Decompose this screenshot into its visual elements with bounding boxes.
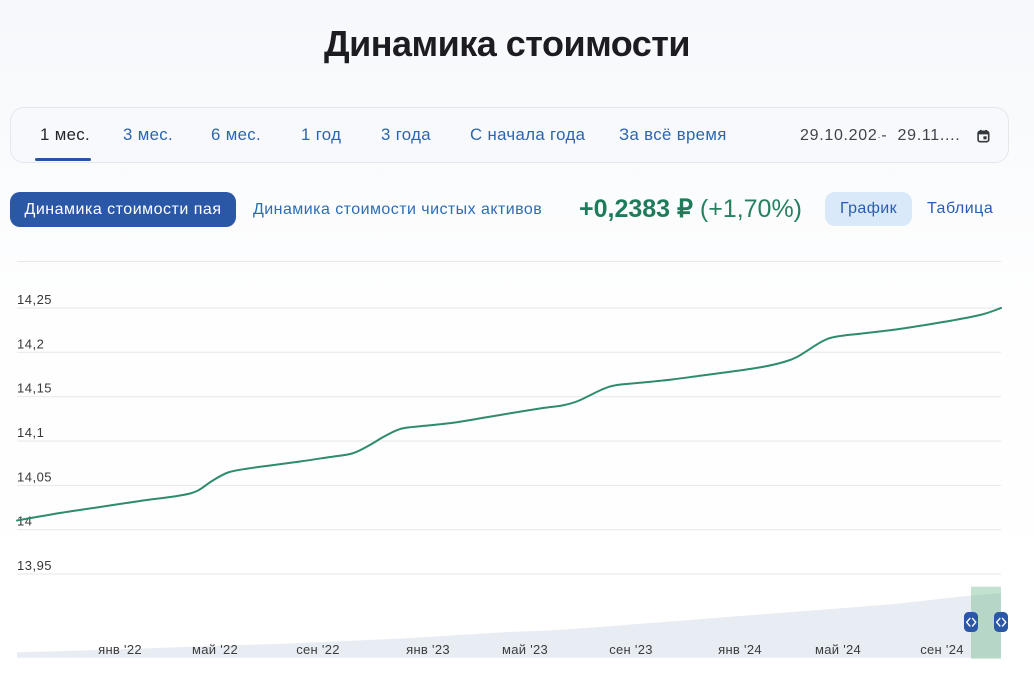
svg-text:сен '23: сен '23 <box>609 642 653 657</box>
svg-text:сен '24: сен '24 <box>920 642 964 657</box>
svg-text:14,05: 14,05 <box>17 469 52 484</box>
svg-text:14: 14 <box>17 514 32 529</box>
svg-text:13,95: 13,95 <box>17 558 52 573</box>
svg-text:май '24: май '24 <box>815 642 861 657</box>
svg-text:янв '24: янв '24 <box>718 642 762 657</box>
svg-text:май '22: май '22 <box>192 642 238 657</box>
svg-text:14,1: 14,1 <box>17 425 44 440</box>
svg-text:янв '22: янв '22 <box>98 642 142 657</box>
svg-text:май '23: май '23 <box>502 642 548 657</box>
svg-text:14,25: 14,25 <box>17 292 52 307</box>
svg-text:сен '22: сен '22 <box>296 642 340 657</box>
svg-text:янв '23: янв '23 <box>406 642 450 657</box>
svg-text:14,2: 14,2 <box>17 336 44 351</box>
svg-text:14,15: 14,15 <box>17 381 52 396</box>
